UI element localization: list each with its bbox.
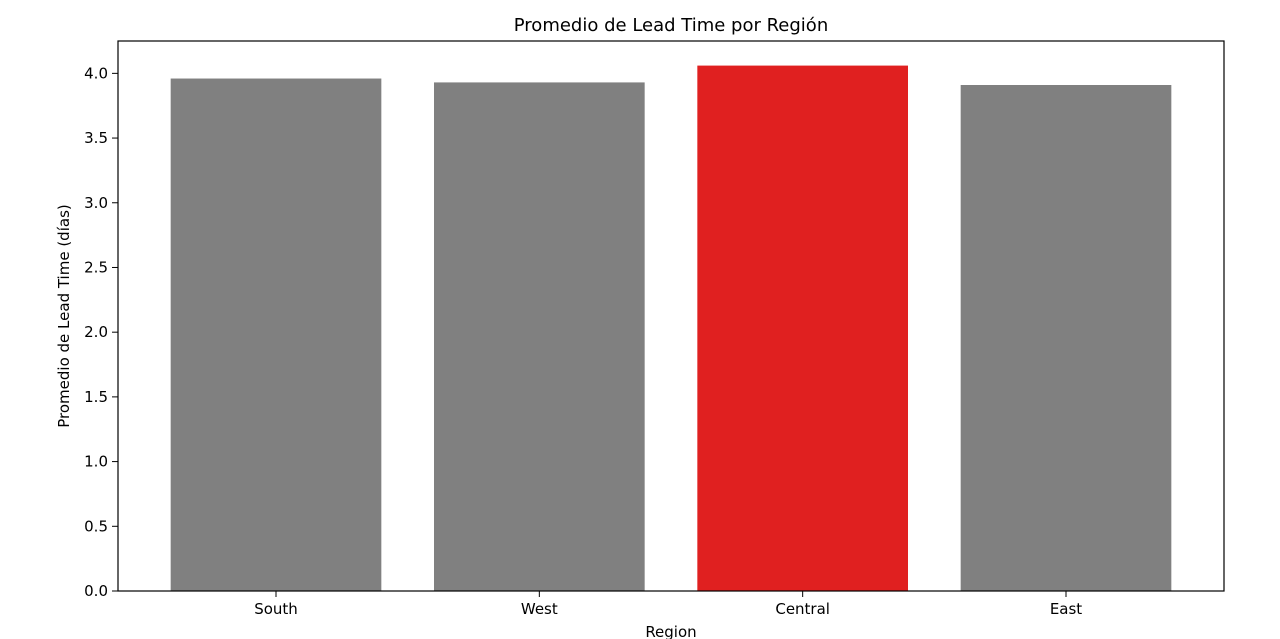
plot-area-frame [117,40,1225,592]
y-axis: 0.0 0.5 1.0 1.5 2.0 2.5 3.0 3.5 4.0 [84,64,118,600]
y-tick-label: 0.5 [84,517,108,535]
bar-east [960,85,1172,591]
chart-title: Promedio de Lead Time por Región [514,15,828,36]
bars-layer [170,65,1172,592]
x-tick-label-central: Central [775,600,830,618]
x-tick-label-east: East [1050,600,1082,618]
x-tick-label-west: West [521,600,558,618]
y-tick-label: 1.5 [84,388,108,406]
x-axis-label: Region [645,623,696,639]
y-tick-label: 3.5 [84,129,108,147]
bar-south [170,78,382,591]
y-axis-label: Promedio de Lead Time (días) [55,204,73,427]
x-tick-label-south: South [254,600,298,618]
y-tick-label: 2.5 [84,258,108,276]
bar-central [697,65,908,592]
y-tick-label: 3.0 [84,194,108,212]
x-axis: South West Central East [254,591,1082,618]
y-tick-label: 4.0 [84,64,108,82]
bar-west [434,82,645,591]
y-tick-label: 1.0 [84,453,108,471]
y-tick-label: 2.0 [84,323,108,341]
y-tick-label: 0.0 [84,582,108,600]
